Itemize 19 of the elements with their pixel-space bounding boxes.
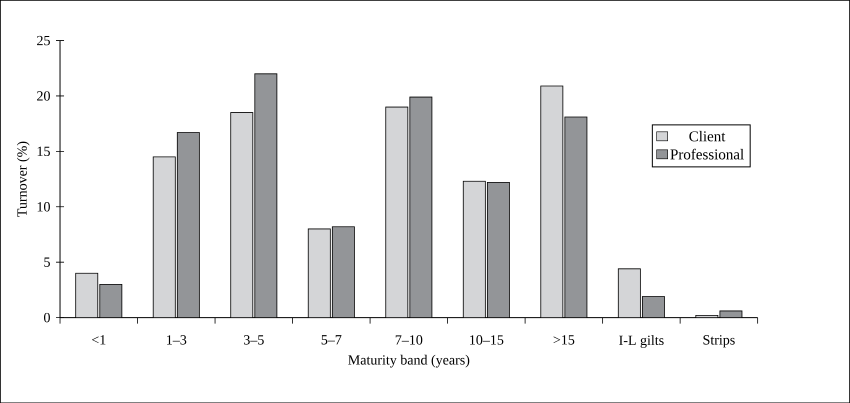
x-tick-label: 7–10 — [396, 335, 422, 344]
x-tick-label: >15 — [554, 335, 574, 344]
x-tick-label: 5–7 — [322, 335, 342, 344]
y-tick-label: 0 — [44, 312, 50, 322]
legend-label: Professional — [670, 148, 744, 160]
x-tick-label: Strips — [703, 335, 735, 348]
x-tick-label: <1 — [92, 335, 106, 344]
x-axis-title: Maturity band (years) — [348, 354, 470, 368]
y-axis-title: Turnover (%) — [16, 141, 30, 217]
x-tick-label: 1–3 — [167, 335, 186, 344]
y-tick-label: 20 — [37, 91, 50, 101]
y-tick-label: 10 — [38, 202, 50, 212]
legend-label: Client — [689, 130, 726, 142]
x-tick-label: I-L gilts — [619, 335, 664, 348]
y-tick-label: 5 — [44, 257, 50, 267]
x-tick-label: 10–15 — [470, 335, 504, 344]
y-tick-label: 15 — [38, 146, 50, 156]
x-tick-label: 3–5 — [244, 335, 264, 344]
y-tick-label: 25 — [37, 36, 50, 46]
